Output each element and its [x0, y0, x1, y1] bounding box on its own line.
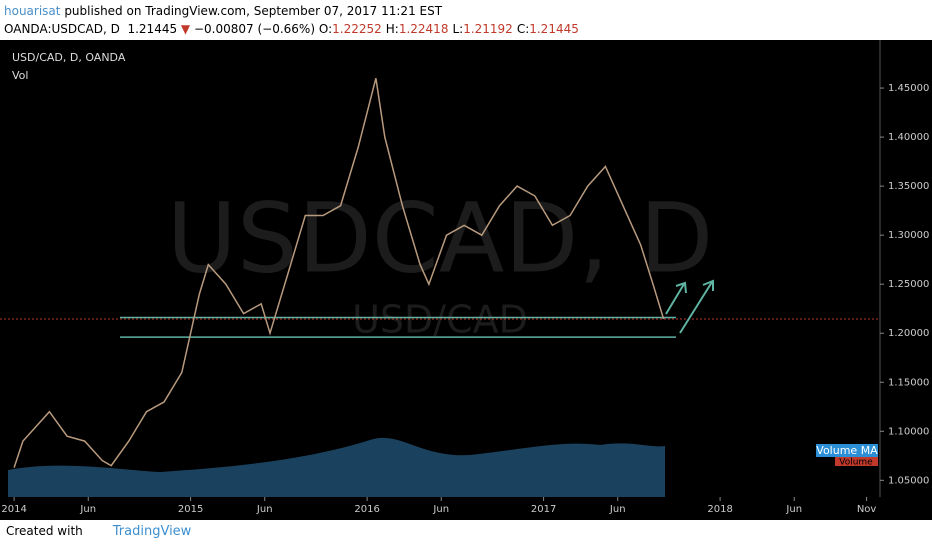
x-tick-label: Jun [609, 504, 626, 515]
y-tick-label: 1.30000 [888, 230, 929, 241]
header: houarisat published on TradingView.com, … [4, 2, 583, 38]
x-tick-label: 2018 [707, 504, 732, 515]
brand[interactable]: TradingView [112, 524, 192, 539]
ohlc-label: H: [385, 22, 399, 36]
symbol: OANDA:USDCAD, D [4, 22, 120, 36]
x-axis-bg [0, 497, 932, 520]
y-tick-label: 1.15000 [888, 377, 929, 388]
ohlc-value: 1.22418 [398, 22, 449, 36]
arrow [665, 281, 687, 315]
x-tick-label: Jun [79, 504, 96, 515]
symbol-line: OANDA:USDCAD, D 1.21445 ▼ −0.00807 (−0.6… [4, 20, 583, 38]
created: Created with [6, 524, 83, 538]
x-tick-label: 2016 [354, 504, 379, 515]
arrow [679, 279, 714, 334]
price-line [13, 78, 665, 468]
x-tick-label: Jun [432, 504, 449, 515]
ohlc-label: L: [452, 22, 464, 36]
watermark: USDCAD, D [167, 182, 714, 294]
author[interactable]: houarisat [4, 4, 61, 18]
published: published on TradingView.com, September … [64, 4, 443, 18]
volume-ma-label: Volume MA [816, 444, 878, 457]
legend: USD/CAD, D, OANDA [12, 51, 126, 64]
y-tick-label: 1.35000 [888, 181, 929, 192]
x-tick-label: 2014 [1, 504, 26, 515]
x-tick-label: 2015 [178, 504, 203, 515]
change: −0.00807 (−0.66%) [193, 22, 316, 36]
down-arrow: ▼ [180, 22, 191, 36]
y-tick-label: 1.10000 [888, 426, 929, 437]
volume-tag-label: Volume [839, 458, 873, 468]
x-tick-label: Jun [256, 504, 273, 515]
volume-tag [835, 457, 878, 466]
publish-line: houarisat published on TradingView.com, … [4, 2, 583, 20]
axis-bg [880, 40, 932, 497]
x-tick-label: 2017 [531, 504, 556, 515]
plot-bg [0, 40, 880, 497]
footer: Created with TradingView [6, 524, 191, 539]
y-tick-label: 1.40000 [888, 132, 929, 143]
x-tick-label: Jun [785, 504, 802, 515]
y-tick-label: 1.05000 [888, 475, 929, 486]
x-tick-label: Nov [857, 504, 877, 515]
y-tick-label: 1.45000 [888, 83, 929, 94]
last: 1.21445 [127, 22, 178, 36]
ohlc-value: 1.21445 [529, 22, 579, 36]
volume-ma-tag [816, 444, 878, 457]
ohlc-value: 1.21192 [463, 22, 513, 36]
chart: USDCAD, D USD/CAD USD/CAD, D, OANDA Vol … [0, 40, 932, 520]
vol-label: Vol [12, 69, 28, 82]
ohlc-value: 1.22252 [332, 22, 382, 36]
volume-area [8, 437, 665, 497]
ohlc: O:1.22252 H:1.22418 L:1.21192 C:1.21445 [319, 22, 583, 36]
ohlc-label: O: [318, 22, 333, 36]
y-tick-label: 1.20000 [888, 328, 929, 339]
ohlc-label: C: [516, 22, 530, 36]
arrows [665, 279, 714, 334]
y-tick-label: 1.25000 [888, 279, 929, 290]
